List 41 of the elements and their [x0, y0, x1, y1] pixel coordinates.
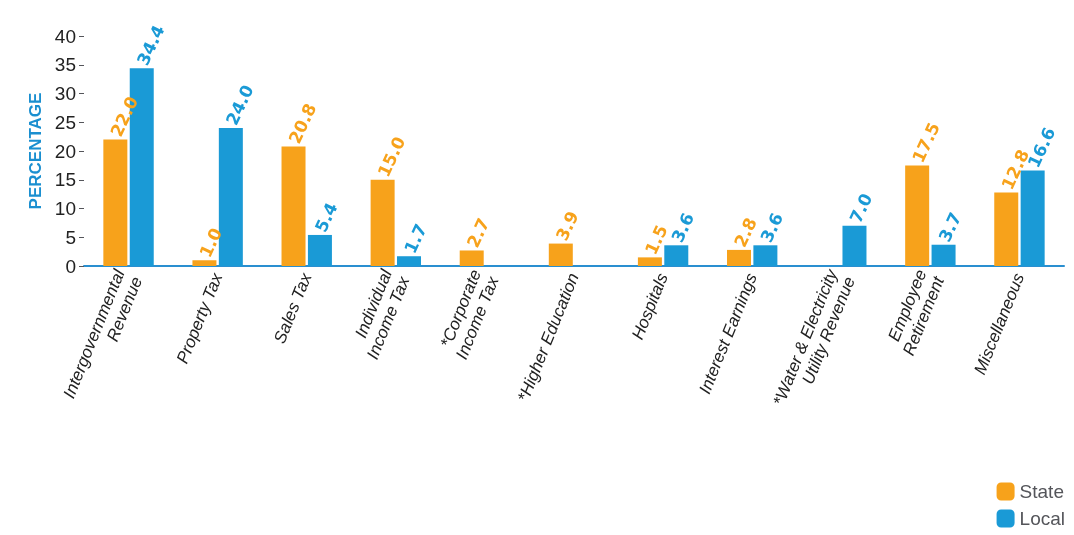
x-tick-label: Sales Tax	[270, 269, 316, 347]
data-label: 5.4	[310, 199, 342, 236]
data-label: 1.0	[195, 224, 227, 261]
bar	[281, 146, 306, 266]
bar	[192, 260, 217, 266]
bar	[459, 250, 484, 266]
bar	[637, 257, 662, 266]
y-tick-label: 40	[54, 25, 76, 47]
bar	[726, 249, 751, 266]
data-label: 24.0	[221, 81, 258, 129]
data-label: 1.7	[399, 220, 431, 257]
y-axis-title: PERCENTAGE	[25, 92, 45, 210]
y-tick-label: 15	[54, 169, 76, 191]
data-label: 3.7	[934, 209, 966, 245]
y-tick-label: 35	[54, 54, 76, 76]
bar	[397, 256, 422, 266]
data-label: 20.8	[284, 100, 321, 147]
legend-label: Local	[1019, 508, 1065, 529]
y-tick-label: 5	[65, 226, 76, 248]
data-label: 22.0	[106, 93, 143, 140]
data-label: 15.0	[373, 133, 410, 180]
bar	[548, 243, 573, 266]
bar	[664, 245, 689, 266]
data-label: 17.5	[908, 119, 944, 166]
bar	[905, 165, 930, 266]
bar	[753, 245, 778, 266]
bar	[994, 192, 1019, 266]
data-label: 7.0	[845, 190, 877, 226]
y-tick-label: 30	[54, 83, 76, 104]
bar	[307, 234, 332, 266]
y-tick-label: 25	[54, 111, 76, 133]
data-label: 2.7	[462, 214, 494, 251]
legend-label: State	[1019, 481, 1064, 502]
bar	[103, 139, 128, 266]
y-tick-label: 20	[54, 140, 76, 162]
bar	[370, 179, 395, 266]
data-label: 34.4	[132, 21, 169, 69]
y-tick-label: 10	[54, 198, 76, 219]
bar	[931, 244, 956, 266]
bar	[842, 225, 867, 266]
data-label: 3.9	[551, 208, 583, 244]
